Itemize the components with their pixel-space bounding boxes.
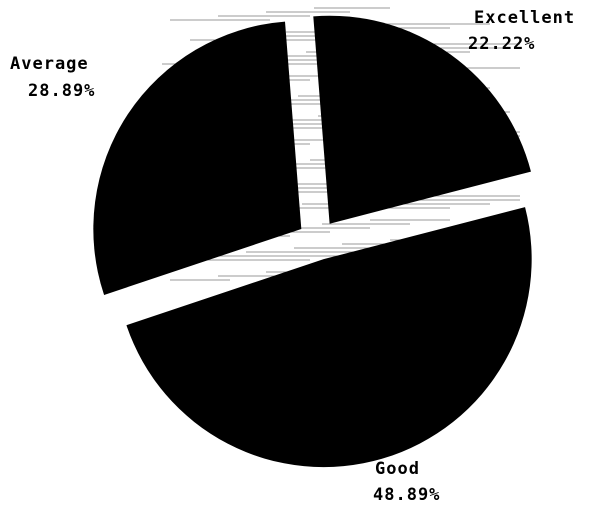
label-excellent-name: Excellent bbox=[474, 8, 575, 28]
label-average-name: Average bbox=[10, 54, 89, 74]
pie-slice-excellent bbox=[313, 15, 531, 224]
label-excellent-percent: 22.22% bbox=[468, 34, 535, 54]
label-average-percent: 28.89% bbox=[28, 81, 95, 101]
pie-slices bbox=[93, 15, 532, 468]
label-good-percent: 48.89% bbox=[373, 485, 440, 505]
label-good: Good 48.89% bbox=[373, 459, 440, 505]
pie-slice-average bbox=[93, 21, 302, 295]
label-good-name: Good bbox=[375, 459, 420, 479]
label-average: Average 28.89% bbox=[10, 54, 95, 101]
pie-slice-good bbox=[126, 207, 532, 468]
label-excellent: Excellent 22.22% bbox=[468, 8, 575, 54]
